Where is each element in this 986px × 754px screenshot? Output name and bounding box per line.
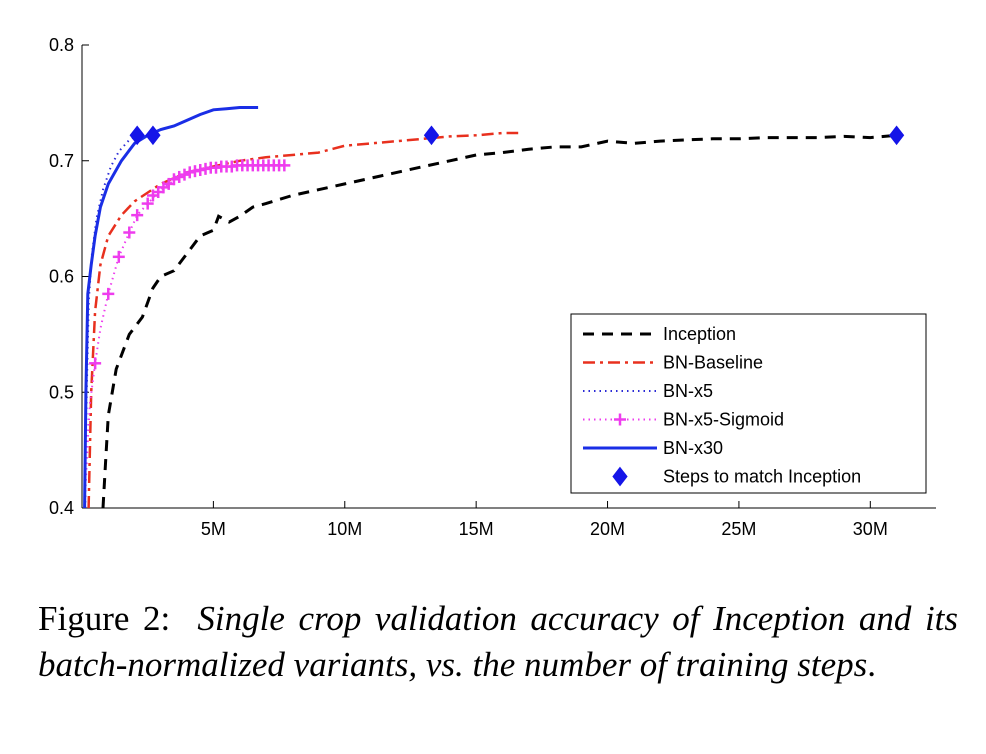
caption-period: . [867, 645, 877, 684]
data-point-bn-x5-sigmoid [123, 226, 136, 239]
y-tick-label: 0.5 [49, 382, 74, 402]
y-tick-label: 0.4 [49, 498, 74, 518]
legend-label: BN-x30 [663, 438, 723, 458]
chart: 0.4 0.5 0.6 0.7 0.8 5M 10M 15M 20M 25M 30M Incepti… [49, 35, 936, 539]
data-point-bn-x5-sigmoid [112, 250, 125, 263]
legend: Inception BN-Baseline BN-x5 BN-x5-Sigmoid BN… [570, 313, 927, 494]
x-tick-label: 10M [327, 519, 362, 539]
x-tick-label: 5M [201, 519, 226, 539]
data-point-steps-to-match-inception [129, 125, 145, 146]
y-tick-label: 0.6 [49, 267, 74, 287]
legend-entry-inception: Inception [583, 324, 736, 344]
legend-entry-bn-baseline: BN-Baseline [583, 353, 763, 373]
data-point-steps-to-match-inception [888, 125, 905, 146]
data-point-bn-x5-sigmoid [141, 197, 154, 210]
legend-label: BN-x5 [663, 381, 713, 401]
legend-label: BN-x5-Sigmoid [663, 410, 784, 430]
series-line-inception [101, 133, 897, 509]
data-point-bn-x5-sigmoid [167, 173, 180, 186]
legend-swatch-diamond [612, 466, 628, 487]
legend-swatch-plus [614, 413, 626, 426]
legend-entry-bn-x5-sigmoid: BN-x5-Sigmoid [583, 410, 784, 430]
series-line-bn-x5 [84, 134, 138, 509]
caption-label: Figure 2: [38, 599, 171, 638]
y-tick-label: 0.8 [49, 35, 74, 55]
legend-label: BN-Baseline [663, 353, 763, 373]
x-tick-label: 25M [721, 519, 756, 539]
axes: 0.4 0.5 0.6 0.7 0.8 5M 10M 15M 20M 25M 30M [49, 35, 936, 539]
legend-box [570, 313, 927, 494]
x-tick-label: 15M [459, 519, 494, 539]
caption-text: Single crop validation accuracy of Incep… [38, 599, 959, 684]
x-tick-label: 20M [590, 519, 625, 539]
legend-entry-bn-x5: BN-x5 [583, 381, 713, 401]
plot-area [83, 106, 905, 509]
data-point-bn-x5-sigmoid [178, 168, 191, 181]
data-point-steps-to-match-inception [145, 125, 161, 146]
data-point-bn-x5-sigmoid [173, 170, 186, 183]
data-point-steps-to-match-inception [423, 125, 440, 146]
data-point-bn-x5-sigmoid [102, 287, 115, 300]
series-line-bn-baseline [87, 131, 519, 509]
legend-label: Steps to match Inception [663, 467, 861, 487]
series-line-bn-x5-sigmoid [83, 164, 285, 509]
legend-entry-bn-x30: BN-x30 [583, 438, 723, 458]
data-point-bn-x5-sigmoid [89, 357, 102, 370]
y-tick-label: 0.7 [49, 151, 74, 171]
data-point-bn-x5-sigmoid [278, 159, 291, 172]
legend-label: Inception [663, 324, 736, 344]
x-tick-label: 30M [853, 519, 888, 539]
legend-entry-steps-to-match-inception: Steps to match Inception [612, 466, 861, 487]
data-point-bn-x5-sigmoid [131, 209, 144, 222]
figure-caption: Figure 2: Single crop validation accurac… [38, 596, 958, 688]
